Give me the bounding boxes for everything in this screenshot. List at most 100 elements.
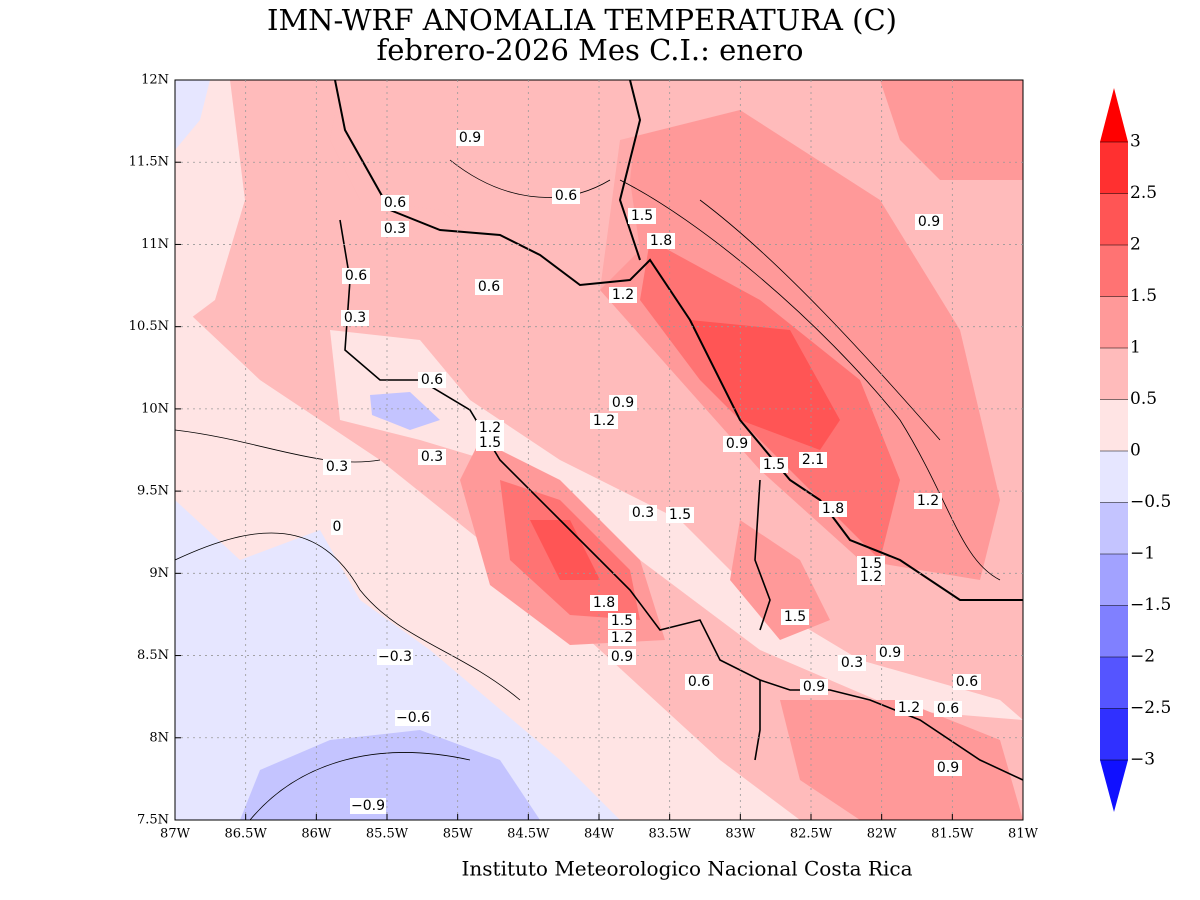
x-tick-label: 86W <box>301 827 332 842</box>
contour-label: 0.6 <box>688 674 710 690</box>
contour-label-bg <box>395 710 431 726</box>
colorbar-label: 1 <box>1130 338 1141 358</box>
contour-label-bg <box>723 436 751 452</box>
colorbar-arrow <box>1100 760 1128 812</box>
contour-label: 0 <box>333 519 342 535</box>
contour-label: 0.6 <box>384 195 406 211</box>
colorbar-label: 0.5 <box>1130 389 1157 409</box>
x-tick-label: 85.5W <box>366 827 409 842</box>
colorbar-box <box>1100 554 1128 606</box>
contour-label-bg <box>629 505 657 521</box>
colorbar-box <box>1100 708 1128 760</box>
colorbar-label: −2.5 <box>1130 698 1171 718</box>
x-tick-label: 85W <box>443 827 474 842</box>
contour-label: 0.3 <box>421 449 443 465</box>
colorbar-label: 2 <box>1130 235 1141 255</box>
contour-label-bg <box>476 435 504 451</box>
colorbar-box <box>1100 296 1128 348</box>
x-tick-label: 86.5W <box>225 827 268 842</box>
x-tick-label: 87W <box>160 827 191 842</box>
contour-label-bg <box>666 507 694 523</box>
contour-label-bg <box>608 649 636 665</box>
contour-label: 1.8 <box>593 595 615 611</box>
contour-label: 0.6 <box>937 701 959 717</box>
y-tick-label: 9.5N <box>137 484 169 499</box>
contour-label: 0.9 <box>803 679 825 695</box>
contour-label: 0.9 <box>879 645 901 661</box>
colorbar-box <box>1100 193 1128 245</box>
contour-label: 1.5 <box>631 208 653 224</box>
contour-label-bg <box>819 501 847 517</box>
contour-label: 0.9 <box>937 760 959 776</box>
contour-label: 0.6 <box>956 674 978 690</box>
contour-label-bg <box>342 268 370 284</box>
y-tick-label: 7.5N <box>137 813 169 828</box>
colorbar-label: 2.5 <box>1130 183 1157 203</box>
contour-label-bg <box>838 655 866 671</box>
colorbar-box <box>1100 142 1128 194</box>
y-tick-label: 11N <box>141 237 169 252</box>
contour-label-bg <box>381 195 409 211</box>
contour-label: 1.8 <box>822 501 844 517</box>
y-tick-label: 12N <box>141 73 169 88</box>
colorbar-label: 0 <box>1130 441 1141 461</box>
contour-label: 0.3 <box>841 655 863 671</box>
contour-label: 1.8 <box>650 233 672 249</box>
contour-label-bg <box>915 214 943 230</box>
colorbar-box <box>1100 399 1128 451</box>
x-tick-label: 83W <box>725 827 756 842</box>
contour-label-bg <box>953 674 981 690</box>
contour-label-bg <box>914 493 942 509</box>
y-tick-label: 8N <box>149 730 169 745</box>
y-tick-label: 8.5N <box>137 648 169 663</box>
contour-label-bg <box>609 395 637 411</box>
colorbar-label: −3 <box>1130 750 1155 770</box>
colorbar-label: −1.5 <box>1130 595 1171 615</box>
contour-label: 1.5 <box>611 613 633 629</box>
contour-label-bg <box>377 649 413 665</box>
contour-label: 1.5 <box>669 507 691 523</box>
contour-label-bg <box>331 519 343 535</box>
colorbar-box <box>1100 451 1128 503</box>
contour-label: 1.2 <box>611 630 633 646</box>
contour-label: 1.5 <box>479 435 501 451</box>
contour-label: 2.1 <box>802 452 824 468</box>
contour-label-bg <box>456 130 484 146</box>
contour-label: 1.5 <box>860 556 882 572</box>
contour-label-bg <box>895 700 923 716</box>
x-tick-label: 81.5W <box>931 827 974 842</box>
contour-label: 1.5 <box>763 457 785 473</box>
colorbar-box <box>1100 348 1128 400</box>
x-tick-label: 81W <box>1008 827 1039 842</box>
contour-label: −0.9 <box>351 798 385 814</box>
contour-label-bg <box>647 233 675 249</box>
contour-label-bg <box>552 188 580 204</box>
colorbar-box <box>1100 245 1128 297</box>
contour-label-bg <box>476 420 504 436</box>
colorbar-label: 1.5 <box>1130 286 1157 306</box>
y-tick-label: 11.5N <box>129 155 169 170</box>
contour-label: 1.2 <box>917 493 939 509</box>
contour-label: −0.3 <box>378 649 412 665</box>
contour-label-bg <box>760 457 788 473</box>
contour-label: 0.9 <box>459 130 481 146</box>
contour-label: 1.2 <box>593 413 615 429</box>
contour-label-bg <box>418 372 446 388</box>
contour-label: 0.6 <box>478 279 500 295</box>
x-tick-label: 84W <box>584 827 615 842</box>
contour-label-bg <box>475 279 503 295</box>
x-tick-label: 82.5W <box>790 827 833 842</box>
contour-label: 0.6 <box>345 268 367 284</box>
contour-label-bg <box>590 595 618 611</box>
colorbar-label: −1 <box>1130 544 1155 564</box>
colorbar-box <box>1100 605 1128 657</box>
contour-label-bg <box>608 613 636 629</box>
contour-label-bg <box>418 449 446 465</box>
colorbar-box <box>1100 502 1128 554</box>
contour-label-bg <box>341 310 369 326</box>
contour-label-bg <box>323 459 351 475</box>
colorbar-arrow <box>1100 88 1128 142</box>
contour-label-bg <box>800 679 828 695</box>
